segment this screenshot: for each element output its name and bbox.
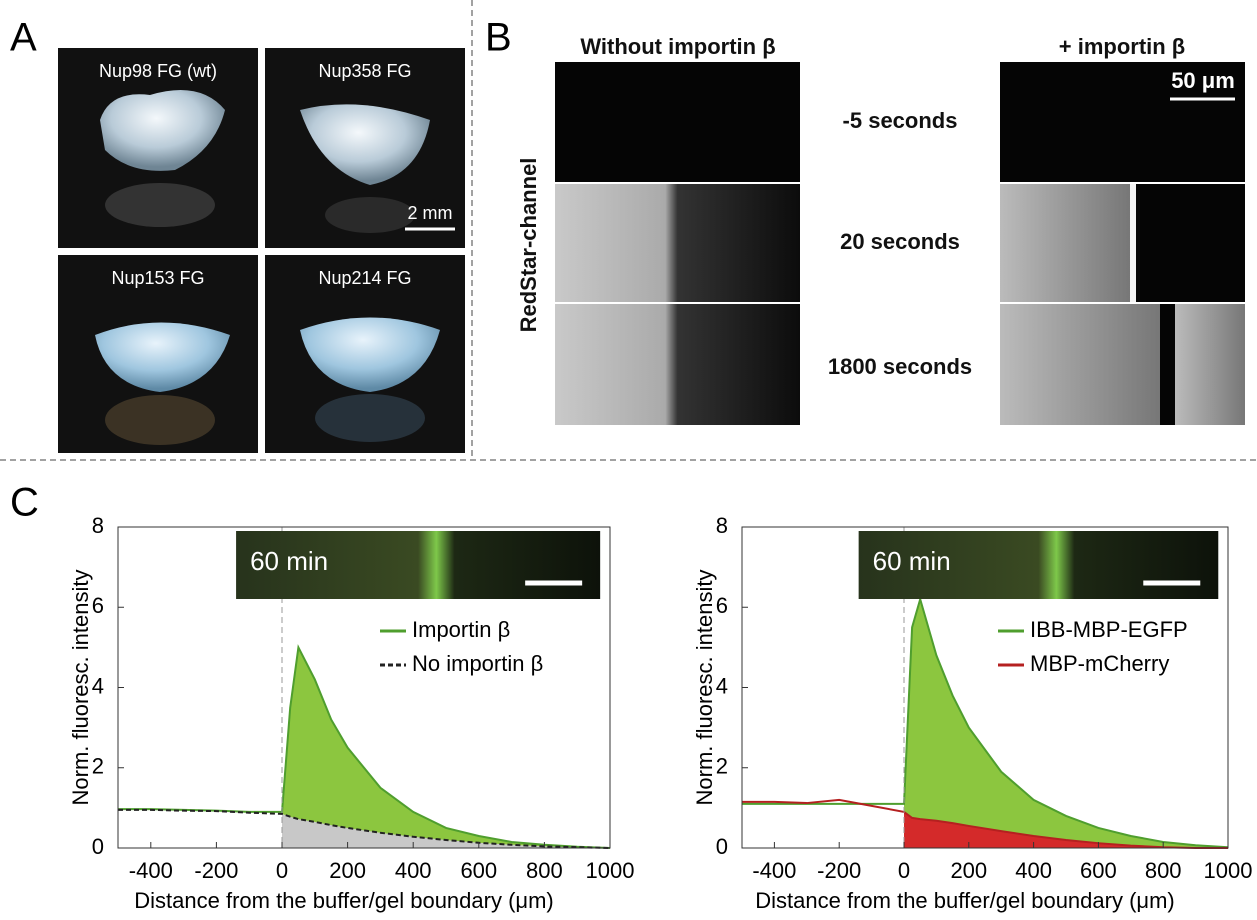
panel-label: C [10, 481, 39, 525]
tile-label: Nup153 FG [111, 268, 204, 288]
inset-label: 60 min [250, 546, 328, 576]
area [282, 647, 610, 848]
x-tick-label: 1000 [586, 858, 635, 883]
x-tick-label: 800 [526, 858, 563, 883]
x-tick-label: -400 [752, 858, 796, 883]
y-axis-label: Norm. fluoresc. intensity [68, 570, 93, 806]
x-tick-label: -400 [129, 858, 173, 883]
line [118, 808, 611, 849]
x-tick-label: 1000 [1204, 858, 1253, 883]
x-tick-label: 600 [460, 858, 497, 883]
y-axis-label: Norm. fluoresc. intensity [692, 570, 717, 806]
x-tick-label: 800 [1145, 858, 1182, 883]
x-tick-label: 200 [329, 858, 366, 883]
x-tick-label: 0 [898, 858, 910, 883]
row-label: -5 seconds [843, 108, 958, 133]
y-tick-label: 8 [716, 513, 728, 538]
column-title: Without importin β [580, 34, 775, 59]
tile-label: Nup98 FG (wt) [99, 61, 217, 81]
inset-image [236, 531, 601, 599]
x-tick-label: 400 [395, 858, 432, 883]
row-label: 1800 seconds [828, 354, 972, 379]
scale-bar-label: 50 μm [1171, 68, 1235, 93]
area [904, 599, 1228, 848]
photo-tiles [58, 48, 465, 453]
inset-image [858, 531, 1219, 599]
y-tick-label: 2 [716, 754, 728, 779]
tile-label: Nup214 FG [318, 268, 411, 288]
x-tick-label: 400 [1015, 858, 1052, 883]
y-tick-label: 0 [716, 834, 728, 859]
y-tick-label: 6 [716, 593, 728, 618]
line [742, 798, 1228, 849]
x-tick-label: 0 [276, 858, 288, 883]
inset-label: 60 min [873, 546, 951, 576]
legend-label: IBB-MBP-EGFP [1030, 617, 1188, 642]
microscopy-images [555, 62, 1245, 425]
tile-label: Nup358 FG [318, 61, 411, 81]
panel-label: B [485, 16, 512, 60]
area [282, 813, 610, 848]
x-tick-label: 200 [950, 858, 987, 883]
x-tick-label: -200 [817, 858, 861, 883]
channel-label: RedStar-channel [516, 158, 541, 333]
line [742, 595, 1229, 849]
y-tick-label: 0 [92, 834, 104, 859]
x-axis-label: Distance from the buffer/gel boundary (μ… [755, 888, 1174, 913]
legend-label: MBP-mCherry [1030, 651, 1169, 676]
row-label: 20 seconds [840, 229, 960, 254]
y-tick-label: 4 [92, 673, 104, 698]
panel-label: A [10, 16, 37, 60]
column-title: + importin β [1059, 34, 1186, 59]
y-tick-label: 4 [716, 673, 728, 698]
x-axis-label: Distance from the buffer/gel boundary (μ… [134, 888, 553, 913]
y-tick-label: 6 [92, 593, 104, 618]
legend-label: Importin β [412, 617, 510, 642]
y-tick-label: 8 [92, 513, 104, 538]
x-tick-label: 600 [1080, 858, 1117, 883]
y-tick-label: 2 [92, 754, 104, 779]
area [904, 811, 1228, 848]
legend-label: No importin β [412, 651, 543, 676]
scale-bar-label: 2 mm [408, 203, 453, 223]
x-tick-label: -200 [194, 858, 238, 883]
